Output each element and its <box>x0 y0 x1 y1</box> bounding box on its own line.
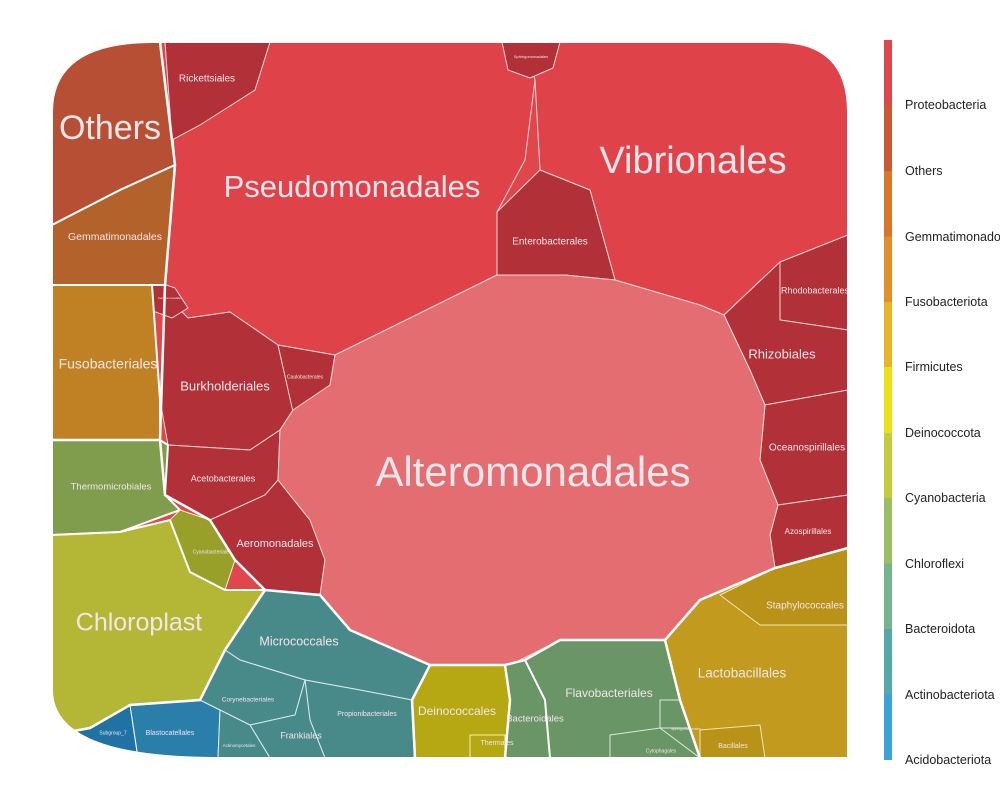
label-xanthomonadales: Xanthomonadales <box>158 296 183 300</box>
treemap-cells <box>52 42 848 758</box>
label-vibrionales: Vibrionales <box>599 140 786 182</box>
label-aeromonadales: Aeromonadales <box>236 538 314 550</box>
legend-item-acidobacteriota: Acidobacteriota <box>905 753 992 767</box>
label-chloroplast: Chloroplast <box>76 609 203 637</box>
label-staphylococcales: Staphylococcales <box>766 601 844 612</box>
cell-sphingomonadales <box>501 42 561 79</box>
label-micrococcales: Micrococcales <box>259 634 338 648</box>
label-rhodobacterales: Rhodobacterales <box>781 285 850 295</box>
label-bacillales: Bacillales <box>718 743 748 750</box>
label-sphingobacteriales: Sphingobacteriales <box>671 727 701 731</box>
label-acetobacterales: Acetobacterales <box>191 473 256 483</box>
legend-item-cyanobacteria: Cyanobacteria <box>905 491 986 505</box>
label-azospirillales: Azospirillales <box>785 527 832 536</box>
legend-item-firmicutes: Firmicutes <box>905 360 963 374</box>
legend-item-actinobacteriota: Actinobacteriota <box>905 688 995 702</box>
label-others: Others <box>59 109 161 147</box>
label-cytophagales: Cytophagales <box>646 748 677 754</box>
label-oceanospirillales: Oceanospirillales <box>769 443 845 454</box>
label-bacteroidales: Bacteroidales <box>506 714 564 725</box>
label-corynebacteriales: Corynebacteriales <box>222 697 275 704</box>
label-thermomicrobiales: Thermomicrobiales <box>71 482 152 493</box>
label-deinococcales: Deinococcales <box>418 704 496 718</box>
label-actinomycetales: Actinomycetales <box>223 743 257 748</box>
group-borders <box>52 42 848 758</box>
cell-frankiales <box>249 679 326 758</box>
label-gemmatimonadales: Gemmatimonadales <box>68 231 162 243</box>
legend-item-chloroflexi: Chloroflexi <box>905 557 965 571</box>
legend: Proteobacteria Others Gemmatimonadota Fu… <box>884 40 1000 767</box>
label-fusobacteriales: Fusobacteriales <box>59 356 158 372</box>
label-caulobacterales: Caulobacterales <box>287 374 324 380</box>
label-rickettsiales: Rickettsiales <box>179 74 235 85</box>
cell-bacillales <box>699 724 766 758</box>
cell-cytophagales <box>609 727 702 758</box>
label-pseudomonadales: Pseudomonadales <box>224 169 481 204</box>
cell-thermales <box>469 734 506 758</box>
legend-item-deinococcota: Deinococcota <box>905 426 981 440</box>
label-blastocatellales: Blastocatellales <box>146 730 195 737</box>
label-alteromonadales: Alteromonadales <box>375 448 690 495</box>
label-rhizobiales: Rhizobiales <box>748 346 816 361</box>
legend-item-proteobacteria: Proteobacteria <box>905 98 987 112</box>
label-flavobacteriales: Flavobacteriales <box>565 686 652 700</box>
label-lactobacillales: Lactobacillales <box>698 666 787 681</box>
treemap-outline <box>51 41 849 759</box>
label-thermales: Thermales <box>480 740 514 747</box>
legend-color-bar <box>884 40 892 760</box>
cell-actinomycetales <box>217 709 271 758</box>
label-cyanobacteriales: Cyanobacteriales <box>193 549 232 555</box>
cell-labels: Alteromonadales Pseudomonadales Vibriona… <box>59 54 850 754</box>
label-sphingomonadales: Sphingomonadales <box>514 54 548 59</box>
label-frankiales: Frankiales <box>280 730 322 740</box>
label-subgroup-7: Subgroup_7 <box>99 730 126 736</box>
label-enterobacterales: Enterobacterales <box>512 237 588 248</box>
legend-item-fusobacteriota: Fusobacteriota <box>905 295 988 309</box>
legend-item-gemmatimonadota: Gemmatimonadota <box>905 230 1000 244</box>
legend-item-others: Others <box>905 164 943 178</box>
legend-item-bacteroidota: Bacteroidota <box>905 622 976 636</box>
label-burkholderiales: Burkholderiales <box>180 378 270 393</box>
label-propionibacteriales: Propionibacteriales <box>337 711 397 718</box>
